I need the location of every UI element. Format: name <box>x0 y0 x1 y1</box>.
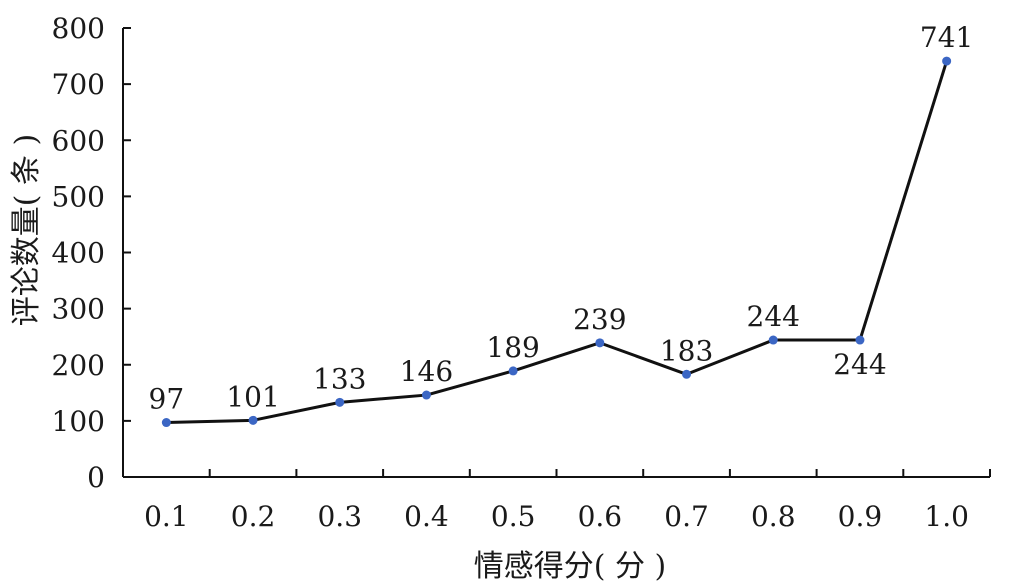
data-label: 146 <box>400 355 453 388</box>
y-tick-label: 600 <box>52 124 105 157</box>
x-tick-label: 0.6 <box>578 500 623 533</box>
y-tick-label: 300 <box>52 293 105 326</box>
data-point <box>508 366 518 376</box>
x-tick-label: 0.5 <box>491 500 536 533</box>
data-point <box>682 369 692 379</box>
y-tick-label: 400 <box>52 237 105 270</box>
data-label: 97 <box>149 383 185 416</box>
y-tick-label: 0 <box>87 461 105 494</box>
x-axis-title: 情感得分( 分 ) <box>474 549 666 584</box>
data-label: 741 <box>920 21 973 54</box>
data-label: 189 <box>486 331 539 364</box>
data-label: 133 <box>313 362 366 395</box>
x-tick-labels: 0.1 0.2 0.3 0.4 0.5 0.6 0.7 0.8 0.9 1.0 <box>144 500 969 533</box>
y-tick-label: 100 <box>52 405 105 438</box>
series-line <box>166 60 949 425</box>
data-label: 244 <box>833 348 886 381</box>
data-labels: 97 101 133 146 189 239 183 244 244 741 <box>149 21 974 415</box>
y-tick-label: 800 <box>52 12 105 45</box>
data-point <box>942 56 952 66</box>
y-tick-labels: 0 100 200 300 400 500 600 700 800 <box>52 12 105 494</box>
data-point <box>335 397 345 407</box>
data-point <box>768 335 778 345</box>
data-point <box>855 335 865 345</box>
series-line-path <box>166 60 949 425</box>
data-point <box>421 390 431 400</box>
x-tick-label: 0.1 <box>144 500 189 533</box>
data-label: 183 <box>660 334 713 367</box>
x-tick-label: 0.2 <box>231 500 276 533</box>
data-markers <box>161 56 952 428</box>
data-label: 239 <box>573 303 626 336</box>
y-axis-title: 评论数量( 条 ) <box>9 134 44 326</box>
x-tick-label: 1.0 <box>924 500 969 533</box>
data-point <box>595 338 605 348</box>
x-tick-label: 0.7 <box>664 500 709 533</box>
data-point <box>161 418 171 428</box>
axes <box>122 27 991 478</box>
data-point <box>248 415 258 425</box>
y-tick-label: 200 <box>52 349 105 382</box>
data-label: 101 <box>226 380 279 413</box>
y-tick-label: 700 <box>52 68 105 101</box>
data-label: 244 <box>747 300 800 333</box>
y-tick-label: 500 <box>52 180 105 213</box>
x-tick-label: 0.4 <box>404 500 449 533</box>
x-tick-label: 0.3 <box>317 500 362 533</box>
x-tick-label: 0.8 <box>751 500 796 533</box>
x-tick-label: 0.9 <box>838 500 883 533</box>
